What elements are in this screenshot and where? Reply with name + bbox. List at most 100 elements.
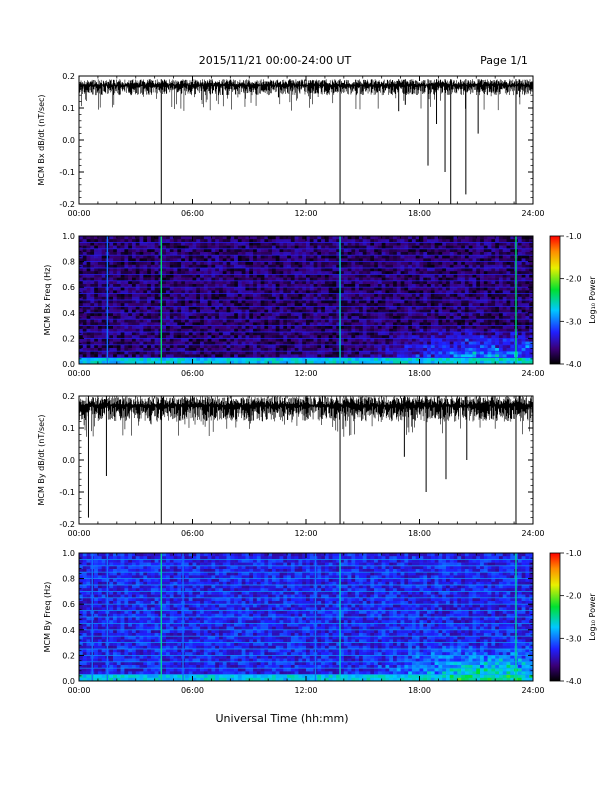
spectrogram-cell: [237, 335, 242, 339]
spectrogram-cell: [343, 357, 348, 362]
spectrogram-cell: [94, 245, 99, 250]
spectrogram-cell: [415, 264, 420, 269]
spectrogram-cell: [256, 341, 261, 346]
spectrogram-cell: [200, 274, 205, 278]
spectrogram-cell: [423, 325, 428, 330]
spectrogram-cell: [135, 284, 140, 288]
spectrogram-cell: [143, 332, 148, 336]
spectrogram-cell: [411, 335, 417, 339]
spectrogram-cell: [434, 258, 439, 262]
spectrogram-cell: [283, 271, 288, 275]
spectrogram-cell: [120, 252, 125, 256]
spectrogram-cell: [389, 268, 394, 272]
spectrogram-cell: [419, 309, 424, 314]
spectrogram-cell: [120, 261, 125, 266]
spectrogram-cell: [260, 261, 265, 266]
spectrogram-cell: [181, 296, 186, 301]
spectrogram-cell: [268, 300, 273, 304]
spectrogram-cell: [517, 277, 522, 282]
spectrogram-cell: [472, 322, 477, 326]
spectrogram-cell: [487, 306, 492, 310]
spectrogram-cell: [90, 325, 95, 330]
spectrogram-cell: [461, 239, 466, 243]
spectrogram-cell: [393, 348, 398, 352]
spectrogram-cell: [457, 296, 462, 301]
spectrogram-cell: [370, 357, 375, 362]
spectrogram-cell: [408, 309, 413, 314]
spectrogram-cell: [408, 264, 413, 269]
spectrogram-cell: [521, 280, 526, 285]
spectrogram-cell: [113, 354, 118, 358]
spectrogram-cell: [419, 360, 424, 365]
spectrogram-cell: [495, 261, 500, 266]
spectrogram-cell: [82, 290, 87, 294]
spectrogram-cell: [434, 264, 439, 269]
spectrogram-cell: [294, 354, 299, 358]
spectrogram-cell: [377, 284, 382, 288]
spectrogram-cell: [343, 344, 348, 349]
spectrogram-cell: [355, 357, 360, 362]
spectrogram-cell: [457, 277, 462, 282]
spectrogram-cell: [487, 344, 492, 349]
spectrogram-cell: [294, 261, 299, 266]
spectrogram-cell: [120, 293, 125, 298]
spectrogram-cell: [200, 245, 205, 250]
spectrogram-cell: [517, 335, 522, 339]
spectrogram-cell: [427, 338, 432, 342]
spectrogram-cell: [324, 252, 329, 256]
spectrogram-cell: [419, 242, 424, 246]
spectrogram-cell: [211, 277, 216, 282]
spectrogram-cell: [525, 325, 530, 330]
spectrogram-cell: [404, 261, 409, 266]
spectrogram-cell: [317, 258, 322, 262]
spectrogram-cell: [480, 296, 485, 301]
spectrogram-cell: [177, 338, 182, 342]
spectrogram-cell: [249, 236, 254, 240]
spectrogram-cell: [408, 341, 413, 346]
spectrogram-cell: [400, 303, 405, 307]
spectrogram-cell: [290, 354, 295, 358]
spectrogram-cell: [166, 335, 171, 339]
spectrogram-cell: [147, 277, 152, 282]
spectrogram-cell: [169, 290, 174, 294]
spectrogram-cell: [109, 296, 114, 301]
spectrogram-cell: [358, 322, 364, 326]
spectrogram-cell: [400, 335, 405, 339]
spectrogram-cell: [283, 277, 288, 282]
spectrogram-cell: [82, 325, 87, 330]
spectrogram-cell: [502, 268, 507, 272]
spectrogram-cell: [241, 268, 246, 272]
spectrogram-cell: [211, 271, 216, 275]
spectrogram-cell: [362, 300, 367, 304]
spectrogram-cell: [521, 328, 526, 333]
spectrogram-cell: [483, 287, 488, 291]
spectrogram-cell: [411, 303, 417, 307]
spectrogram-cell: [324, 344, 329, 349]
spectrogram-cell: [184, 306, 190, 310]
spectrogram-cell: [313, 319, 318, 323]
spectrogram-cell: [124, 271, 129, 275]
spectrogram-cell: [438, 245, 443, 250]
spectrogram-cell: [506, 306, 511, 310]
spectrogram-cell: [207, 303, 212, 307]
spectrogram-cell: [438, 319, 443, 323]
spectrogram-cell: [408, 239, 413, 243]
spectrogram-cell: [449, 287, 454, 291]
spectrogram-cell: [302, 290, 307, 294]
spectrogram-cell: [94, 351, 99, 355]
spectrogram-cell: [324, 268, 329, 272]
spectrogram-cell: [457, 332, 462, 336]
spectrogram-cell: [188, 245, 193, 250]
spectrogram-cell: [203, 357, 208, 362]
spectrogram-cell: [491, 322, 496, 326]
spectrogram-cell: [453, 248, 458, 253]
spectrogram-cell: [135, 245, 140, 250]
spectrogram-cell: [377, 309, 382, 314]
spectrogram-cell: [184, 277, 190, 282]
spectrogram-cell: [86, 360, 91, 365]
spectrogram-cell: [196, 303, 201, 307]
spectrogram-cell: [147, 236, 152, 240]
spectrogram-cell: [442, 261, 447, 266]
spectrogram-cell: [279, 328, 284, 333]
spectrogram-cell: [472, 255, 477, 259]
